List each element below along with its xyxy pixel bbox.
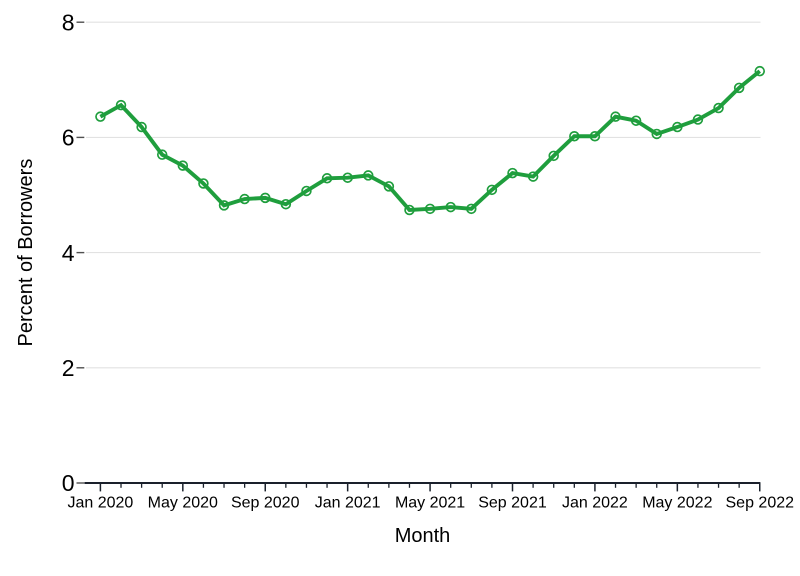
marker-Apr-2022 (651, 128, 662, 140)
marker-Jun-2020 (198, 178, 209, 189)
marker-Sep-2020 (259, 192, 271, 204)
x-tick-label-Sep-2022: Sep 2022 (726, 495, 795, 512)
marker-Aug-2020 (239, 193, 250, 205)
marker-May-2022 (672, 121, 683, 133)
x-axis-title: Month (395, 525, 451, 547)
marker-Jan-2021 (342, 172, 353, 183)
marker-Oct-2021 (527, 171, 539, 182)
marker-Oct-2020 (280, 198, 292, 210)
marker-Nov-2021 (548, 150, 559, 162)
marker-Jan-2022 (589, 131, 601, 142)
x-tick-label-Jan-2022: Jan 2022 (562, 495, 628, 512)
marker-Jan-2020 (95, 111, 106, 122)
y-axis-title: Percent of Borrowers (15, 159, 37, 347)
marker-Jul-2022 (713, 102, 724, 114)
marker-Feb-2022 (610, 111, 621, 122)
marker-Dec-2021 (569, 131, 580, 142)
marker-Mar-2020 (136, 121, 147, 133)
series-line-percent-of-borrowers (99, 69, 761, 212)
marker-Apr-2020 (156, 149, 168, 160)
x-tick-label-May-2022: May 2022 (642, 495, 712, 512)
y-tick-label-2: 2 (62, 355, 75, 381)
x-tick-label-Jan-2021: Jan 2021 (315, 495, 381, 512)
marker-Jul-2021 (466, 203, 477, 215)
marker-Dec-2020 (321, 173, 333, 184)
y-tick-label-6: 6 (62, 125, 75, 151)
y-tick-label-8: 8 (62, 9, 75, 35)
y-tick-label-0: 0 (62, 470, 75, 496)
x-tick-label-May-2020: May 2020 (148, 495, 218, 512)
marker-May-2020 (177, 160, 189, 171)
marker-Aug-2022 (733, 82, 745, 94)
y-tick-label-4: 4 (62, 240, 75, 266)
marker-Feb-2020 (115, 99, 127, 111)
marker-Sep-2022 (754, 65, 766, 77)
x-tick-label-Sep-2021: Sep 2021 (478, 495, 547, 512)
tick-labels: 0 2 4 6 8 Jan 2020 May 2020 Sep 2020 Jan 2021 May… (62, 9, 794, 511)
gridlines (86, 21, 761, 369)
marker-Feb-2021 (363, 170, 374, 181)
marker-Nov-2020 (301, 185, 312, 197)
axes (76, 21, 761, 492)
x-tick-label-Sep-2020: Sep 2020 (231, 495, 300, 512)
marker-Jun-2022 (692, 114, 704, 125)
marker-Sep-2021 (507, 167, 518, 179)
marker-Jun-2021 (445, 201, 456, 213)
marker-Mar-2021 (383, 181, 395, 192)
marker-Apr-2021 (404, 204, 415, 216)
marker-Mar-2022 (630, 115, 642, 126)
marker-Jul-2020 (218, 200, 230, 211)
x-tick-label-Jan-2020: Jan 2020 (67, 495, 133, 512)
series (95, 65, 766, 216)
marker-Aug-2021 (486, 184, 498, 196)
x-tick-label-May-2021: May 2021 (395, 495, 465, 512)
marker-May-2021 (424, 203, 436, 215)
